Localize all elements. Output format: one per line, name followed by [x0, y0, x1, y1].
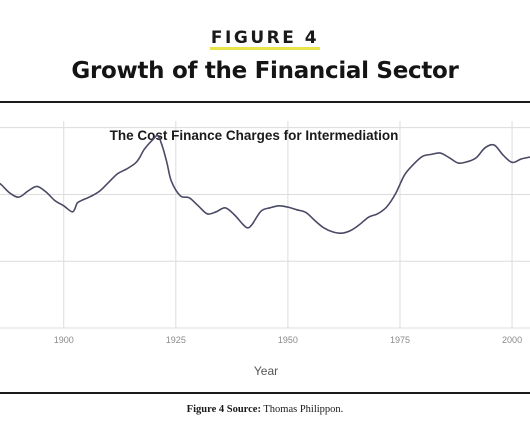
vertical-gridlines [63, 121, 513, 328]
source-text: Thomas Philippon. [263, 404, 344, 415]
x-axis-title: Year [254, 364, 278, 378]
figure-source: Figure 4 Source: Thomas Philippon. [0, 404, 530, 415]
bottom-rule [0, 392, 530, 394]
figure-label: FIGURE 4 [0, 28, 530, 50]
x-tick-label-1900: 1900 [54, 335, 74, 345]
source-label: Figure 4 Source: [186, 404, 261, 415]
figure-number: FIGURE 4 [209, 28, 321, 50]
series-layer [0, 134, 530, 235]
x-tick-label-1975: 1975 [390, 335, 410, 345]
page-title: Growth of the Financial Sector [71, 58, 459, 84]
x-tick-label-1925: 1925 [166, 335, 186, 345]
series-line-0 [0, 134, 530, 235]
chart: The Cost Finance Charges for Intermediat… [0, 121, 530, 378]
chart-title: The Cost Finance Charges for Intermediat… [110, 128, 399, 143]
top-rule [0, 101, 530, 103]
x-tick-label-2000: 2000 [502, 335, 522, 345]
horizontal-gridlines [0, 127, 530, 329]
x-tick-labels: 1900 1925 1950 1975 2000 [54, 335, 522, 345]
x-tick-label-1950: 1950 [278, 335, 298, 345]
